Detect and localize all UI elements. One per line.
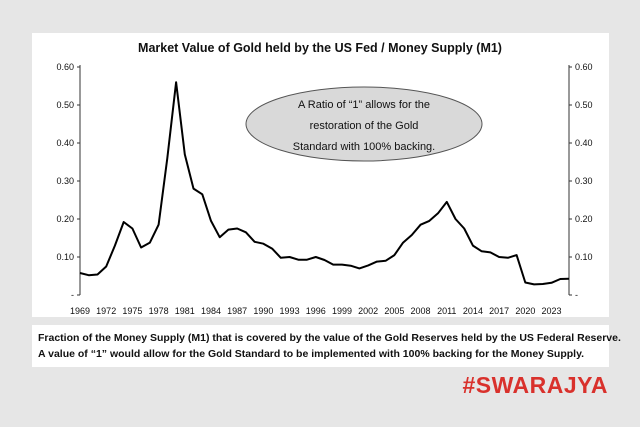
annotation-bubble: A Ratio of “1” allows for the restoratio… xyxy=(245,86,483,162)
annotation-line-3: Standard with 100% backing. xyxy=(293,141,435,153)
annotation-ellipse xyxy=(245,86,483,162)
x-tick-label: 1969 xyxy=(70,306,90,316)
x-tick-label: 1981 xyxy=(175,306,195,316)
x-tick-label: 2008 xyxy=(411,306,431,316)
left-y-tick-label: 0.20 xyxy=(56,214,74,224)
right-y-tick-label: 0.10 xyxy=(575,252,593,262)
x-tick-label: 2023 xyxy=(542,306,562,316)
right-y-tick-label: - xyxy=(575,290,578,300)
x-tick-label: 2017 xyxy=(489,306,509,316)
annotation-line-2: restoration of the Gold xyxy=(310,120,419,132)
x-tick-label: 2005 xyxy=(384,306,404,316)
left-y-tick-label: 0.10 xyxy=(56,252,74,262)
x-tick-label: 2014 xyxy=(463,306,483,316)
x-tick-label: 1993 xyxy=(280,306,300,316)
right-y-tick-label: 0.20 xyxy=(575,214,593,224)
right-y-tick-label: 0.60 xyxy=(575,62,593,72)
left-y-tick-label: 0.60 xyxy=(56,62,74,72)
x-tick-label: 2002 xyxy=(358,306,378,316)
right-y-tick-label: 0.50 xyxy=(575,100,593,110)
left-y-tick-label: 0.30 xyxy=(56,176,74,186)
right-y-axis: - 0.10 0.20 0.30 0.40 0.50 0.60 xyxy=(568,62,593,300)
x-tick-label: 1987 xyxy=(227,306,247,316)
caption-line-2: A value of “1” would allow for the Gold … xyxy=(38,348,585,360)
annotation-line-1: A Ratio of “1” allows for the xyxy=(298,99,430,111)
right-y-tick-label: 0.30 xyxy=(575,176,593,186)
x-tick-label: 1996 xyxy=(306,306,326,316)
left-y-tick-label: 0.40 xyxy=(56,138,74,148)
left-y-tick-label: 0.50 xyxy=(56,100,74,110)
x-tick-label: 1972 xyxy=(96,306,116,316)
x-tick-label: 1984 xyxy=(201,306,221,316)
x-tick-label: 2020 xyxy=(515,306,535,316)
x-tick-label: 1999 xyxy=(332,306,352,316)
caption-line-1: Fraction of the Money Supply (M1) that i… xyxy=(38,332,621,344)
x-axis: 1969 1972 1975 1978 1981 1984 1987 1990 1993 1996… xyxy=(70,306,562,316)
left-y-axis: - 0.10 0.20 0.30 0.40 0.50 0.60 xyxy=(56,62,81,300)
x-tick-label: 1978 xyxy=(149,306,169,316)
chart-panel: Market Value of Gold held by the US Fed … xyxy=(32,33,609,317)
series-line-gold-ratio xyxy=(79,81,570,286)
chart-title: Market Value of Gold held by the US Fed … xyxy=(138,41,502,55)
brand-watermark: #SWARAJYA xyxy=(462,372,608,398)
left-y-tick-label: - xyxy=(71,290,74,300)
right-y-tick-label: 0.40 xyxy=(575,138,593,148)
caption-box: Fraction of the Money Supply (M1) that i… xyxy=(32,325,621,367)
x-tick-label: 1975 xyxy=(122,306,142,316)
x-tick-label: 2011 xyxy=(437,306,456,316)
x-tick-label: 1990 xyxy=(253,306,273,316)
gold-ratio-chart: Market Value of Gold held by the US Fed … xyxy=(56,41,593,316)
